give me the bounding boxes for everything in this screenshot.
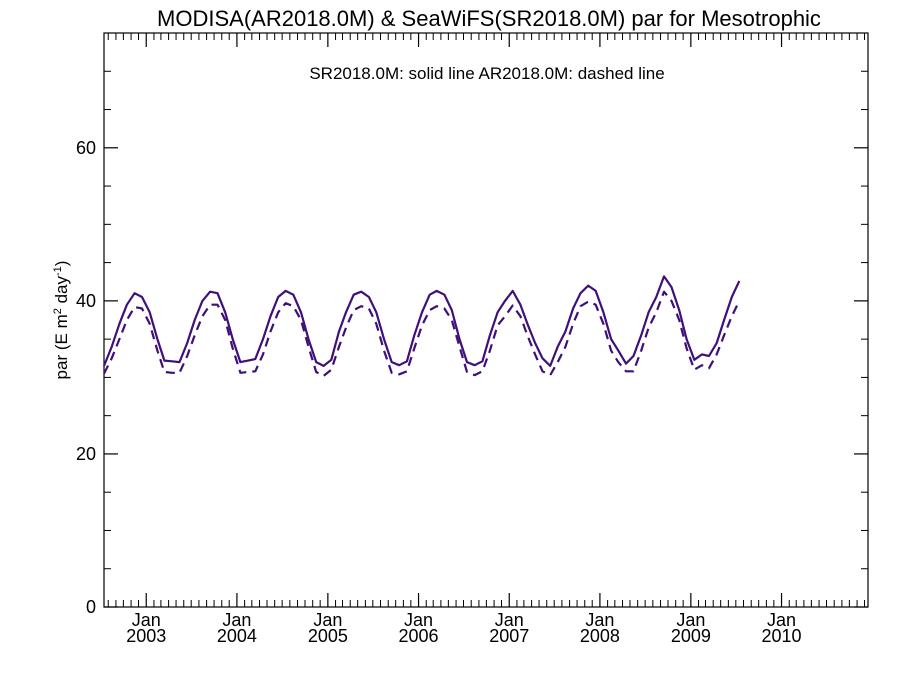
x-tick-year-label: 2004 xyxy=(217,626,257,646)
y-axis-label: par (E m2 day-1) xyxy=(52,261,71,380)
y-axis-label-sup1: 2 xyxy=(52,308,64,314)
series-line-ar2018-0m xyxy=(103,290,741,377)
x-tick-year-label: 2006 xyxy=(399,626,439,646)
x-tick-month-label: Jan xyxy=(222,610,251,630)
x-tick-year-label: 2007 xyxy=(489,626,529,646)
x-tick-year-label: 2009 xyxy=(671,626,711,646)
x-tick-year-label: 2010 xyxy=(762,626,802,646)
plot-frame xyxy=(103,32,869,608)
x-tick-month-label: Jan xyxy=(676,610,705,630)
legend-annotation: SR2018.0M: solid line AR2018.0M: dashed … xyxy=(309,64,664,83)
tick-labels: 0204060Jan2003Jan2004Jan2005Jan2006Jan20… xyxy=(76,138,802,646)
x-tick-month-label: Jan xyxy=(495,610,524,630)
y-axis-label-suffix: ) xyxy=(52,261,71,267)
series-lines xyxy=(102,275,741,377)
chart-title: MODISA(AR2018.0M) & SeaWiFS(SR2018.0M) p… xyxy=(157,6,821,31)
x-tick-month-label: Jan xyxy=(585,610,614,630)
x-tick-month-label: Jan xyxy=(404,610,433,630)
y-axis-label-prefix: par (E m xyxy=(52,314,71,379)
y-tick-label: 40 xyxy=(76,291,96,311)
x-tick-year-label: 2008 xyxy=(580,626,620,646)
x-tick-month-label: Jan xyxy=(767,610,796,630)
y-tick-label: 0 xyxy=(86,597,96,617)
y-axis-label-mid: day xyxy=(52,276,71,309)
x-tick-year-label: 2003 xyxy=(126,626,166,646)
x-tick-year-label: 2005 xyxy=(308,626,348,646)
series-line-sr2018-0m xyxy=(102,275,741,367)
x-tick-month-label: Jan xyxy=(313,610,342,630)
axes xyxy=(103,32,869,608)
y-tick-label: 20 xyxy=(76,444,96,464)
y-tick-label: 60 xyxy=(76,138,96,158)
y-axis-label-sup2: -1 xyxy=(52,266,64,276)
x-tick-month-label: Jan xyxy=(132,610,161,630)
